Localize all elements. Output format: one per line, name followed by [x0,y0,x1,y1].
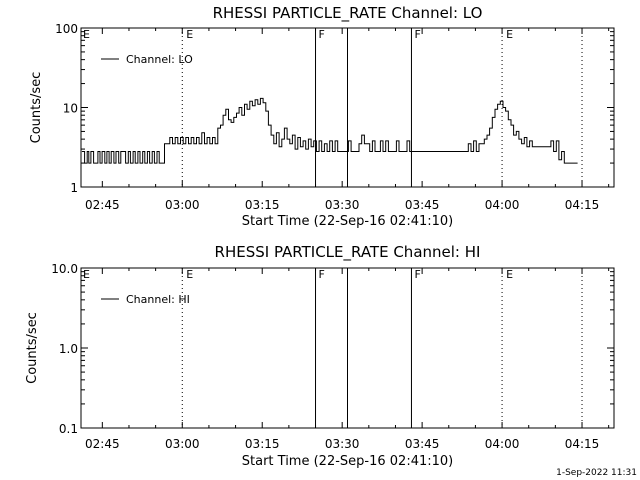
x-tick-label: 03:45 [405,437,440,451]
y-axis-label: Counts/sec [29,72,44,144]
event-label: E [186,268,193,281]
x-axis-label: Start Time (22-Sep-16 02:41:10) [242,214,453,229]
legend-label: Channel: LO [126,53,193,66]
x-tick-label: 04:00 [485,437,520,451]
x-tick-label: 02:45 [85,198,120,212]
y-axis-label: Counts/sec [25,312,40,384]
event-label: E [83,28,90,41]
event-label: E [506,268,513,281]
y-tick-label: 1.0 [59,342,78,356]
x-tick-label: 04:15 [565,437,600,451]
x-tick-label: 04:00 [485,198,520,212]
event-label: F [414,28,420,41]
x-tick-label: 02:45 [85,437,120,451]
y-tick-label: 0.1 [59,422,78,436]
chart-title: RHESSI PARTICLE_RATE Channel: LO [213,4,483,23]
y-tick-label: 10 [63,102,78,116]
x-tick-label: 03:30 [325,198,360,212]
x-tick-label: 03:15 [245,437,280,451]
footer-timestamp: 1-Sep-2022 11:31 [556,468,637,478]
x-tick-label: 03:45 [405,198,440,212]
legend-label: Channel: HI [126,293,190,306]
x-tick-label: 03:30 [325,437,360,451]
x-tick-label: 03:00 [165,198,200,212]
x-tick-label: 03:15 [245,198,280,212]
event-label: E [506,28,513,41]
y-tick-label: 100 [55,22,78,36]
series-line [81,97,578,164]
event-label: F [319,268,325,281]
event-label: E [186,28,193,41]
y-tick-label: 1 [70,181,78,195]
x-tick-label: 04:15 [565,198,600,212]
event-label: E [83,268,90,281]
x-axis-label: Start Time (22-Sep-16 02:41:10) [242,454,453,469]
event-label: F [319,28,325,41]
y-tick-label: 10.0 [51,262,78,276]
event-label: F [414,268,420,281]
chart-title: RHESSI PARTICLE_RATE Channel: HI [215,243,481,262]
x-tick-label: 03:00 [165,437,200,451]
